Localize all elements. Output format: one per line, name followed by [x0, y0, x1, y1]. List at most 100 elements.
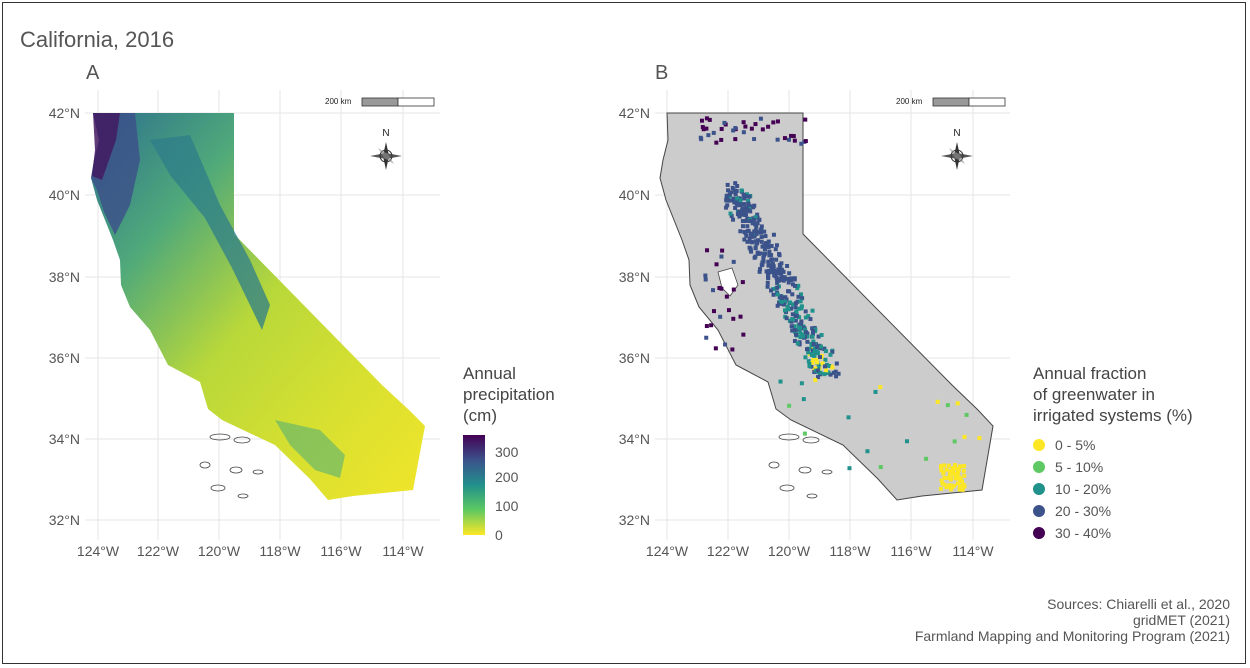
irrigated-point [769, 243, 774, 248]
island [806, 493, 818, 499]
island [779, 484, 795, 492]
irrigated-point [747, 245, 752, 250]
irrigated-point [749, 231, 754, 236]
irrigated-point [834, 374, 839, 379]
irrigated-point [792, 276, 797, 281]
irrigated-point [793, 330, 798, 335]
irrigated-point [830, 349, 835, 354]
irrigated-point [811, 329, 816, 334]
figure-title: California, 2016 [20, 27, 175, 52]
irrigated-point [713, 346, 718, 351]
irrigated-point [729, 190, 734, 195]
irrigated-point [744, 233, 749, 238]
irrigated-point [794, 313, 799, 318]
precipitation-map: 42°N 40°N 38°N 36°N 34°N 32°N 124°W 122°W 120°W 1… [49, 90, 440, 559]
irrigated-point [811, 342, 816, 347]
irrigated-point [781, 278, 786, 283]
irrigated-point [784, 297, 789, 302]
irrigated-point [828, 372, 833, 377]
island [229, 466, 243, 474]
irrigated-point [724, 193, 729, 198]
irrigated-point [760, 260, 765, 265]
irrigated-point [771, 120, 776, 125]
irrigated-point [740, 209, 745, 214]
irrigated-point [783, 308, 788, 313]
irrigated-point [818, 344, 823, 349]
southern-mountains [275, 420, 345, 478]
legend-title-line: Annual [463, 364, 516, 383]
irrigated-point [783, 295, 788, 300]
irrigated-point [947, 472, 952, 477]
irrigated-point [760, 262, 765, 267]
irrigated-point [765, 240, 770, 245]
north-arrow-icon: N [941, 128, 973, 170]
lat-tick-label: 36°N [619, 350, 650, 366]
irrigated-point [816, 365, 821, 370]
irrigated-point [777, 271, 782, 276]
irrigated-point [873, 389, 878, 394]
irrigated-point [834, 361, 839, 366]
irrigated-point [779, 299, 784, 304]
irrigated-point [794, 309, 799, 314]
irrigated-point [823, 349, 828, 354]
lon-tick-label: 118°W [259, 543, 301, 559]
irrigated-point [740, 219, 745, 224]
irrigated-point [944, 467, 949, 472]
greenwater-legend: 0 - 5% 5 - 10% 10 - 20% 20 - 30% 30 - 40… [1033, 434, 1111, 544]
north-label: N [382, 128, 389, 139]
irrigated-point [743, 124, 748, 129]
irrigated-point [758, 267, 763, 272]
irrigated-point [701, 127, 706, 132]
irrigated-point [747, 194, 752, 199]
irrigated-point [745, 216, 750, 221]
irrigated-point [939, 464, 944, 469]
irrigated-point [775, 285, 780, 290]
irrigated-point [816, 334, 821, 339]
north-label: N [953, 128, 960, 139]
irrigated-point [815, 351, 820, 356]
panel-b-label: B [655, 62, 669, 84]
irrigated-point [961, 482, 966, 487]
irrigated-point [798, 292, 803, 297]
irrigated-point [766, 263, 771, 268]
irrigated-point [757, 217, 762, 222]
irrigated-point [805, 334, 810, 339]
irrigated-point [743, 208, 748, 213]
irrigated-point [741, 192, 746, 197]
irrigated-point [766, 259, 771, 264]
irrigated-point [955, 401, 960, 406]
irrigated-point [741, 332, 746, 337]
colorbar-tick-label: 200 [495, 469, 519, 485]
irrigated-point [741, 130, 746, 135]
irrigated-point [781, 269, 786, 274]
irrigated-point [783, 299, 788, 304]
irrigated-point [735, 196, 740, 201]
lon-tick-label: 120°W [768, 543, 811, 559]
irrigated-point [814, 360, 819, 365]
legend-title-line: (cm) [463, 406, 497, 425]
irrigated-point [812, 349, 817, 354]
irrigated-point [770, 268, 775, 273]
irrigated-point [803, 327, 808, 332]
irrigated-point [796, 294, 801, 299]
source-line: gridMET (2021) [1132, 612, 1230, 628]
irrigated-point [775, 119, 780, 124]
irrigated-point [786, 307, 791, 312]
irrigated-point [924, 456, 929, 461]
irrigated-point [773, 270, 778, 275]
irrigated-point [785, 276, 790, 281]
irrigated-point [731, 217, 736, 222]
irrigated-point [776, 278, 781, 283]
irrigated-point [796, 283, 801, 288]
legend-swatch [1033, 483, 1045, 495]
irrigated-point [827, 363, 832, 368]
irrigated-point [793, 305, 798, 310]
irrigated-point [782, 136, 787, 141]
irrigated-point [769, 253, 774, 258]
irrigated-point [742, 196, 747, 201]
irrigated-point [720, 248, 725, 253]
lat-tick-label: 34°N [619, 431, 650, 447]
irrigated-point [726, 308, 731, 313]
irrigated-point [958, 476, 963, 481]
